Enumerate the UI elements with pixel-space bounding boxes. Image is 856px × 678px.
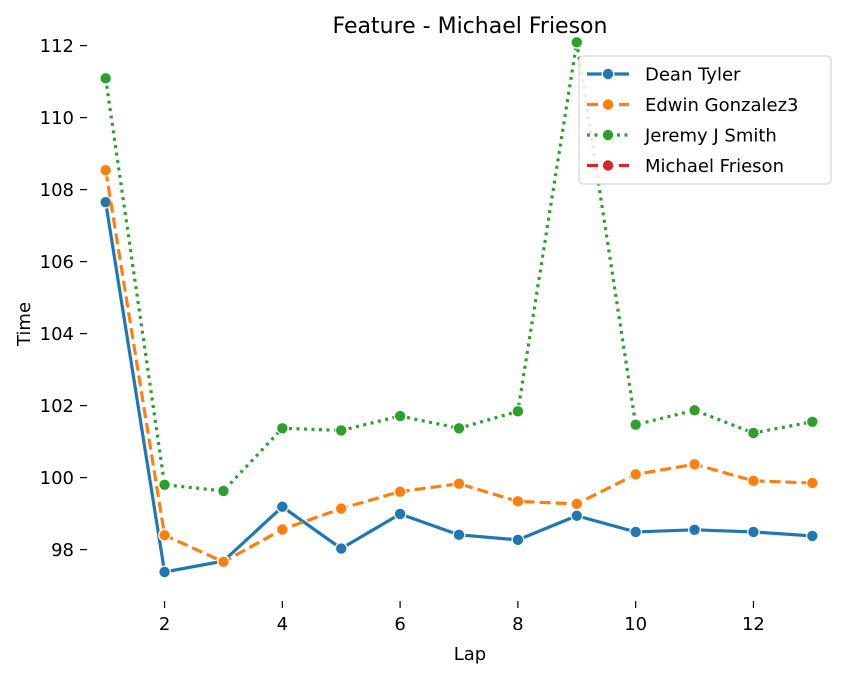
- x-tick-label: 12: [742, 614, 765, 635]
- data-point: [511, 533, 525, 547]
- data-point: [511, 494, 525, 508]
- data-point: [805, 415, 819, 429]
- y-tick-label: 112: [40, 36, 74, 57]
- series-edwin-gonzalez3: [99, 163, 819, 569]
- y-tick-label: 104: [40, 324, 74, 345]
- data-point: [570, 497, 584, 511]
- data-point: [217, 484, 230, 498]
- legend-label: Jeremy J Smith: [644, 126, 777, 147]
- data-point: [99, 71, 113, 85]
- y-tick-label: 98: [51, 540, 74, 561]
- data-point: [158, 528, 171, 542]
- y-tick-label: 110: [40, 108, 74, 129]
- data-point: [334, 542, 348, 555]
- data-point: [629, 418, 643, 432]
- series-dean-tyler: [99, 195, 819, 579]
- legend-marker: [601, 128, 615, 142]
- legend: Dean Tyler Edwin Gonzalez3 Jeremy J Smith M…: [578, 55, 832, 185]
- y-tick-label: 100: [40, 468, 74, 489]
- y-tick-label: 106: [40, 252, 74, 273]
- x-tick-label: 2: [159, 614, 170, 635]
- data-point: [452, 477, 466, 491]
- legend-label: Michael Frieson: [645, 156, 784, 177]
- data-point: [275, 523, 289, 536]
- data-point: [275, 421, 289, 435]
- data-point: [452, 528, 466, 542]
- x-tick-label: 4: [277, 614, 288, 635]
- data-point: [688, 457, 701, 471]
- data-point: [511, 404, 525, 418]
- legend-marker: [601, 159, 615, 172]
- x-tick-label: 10: [624, 614, 647, 635]
- data-point: [275, 500, 289, 514]
- data-point: [334, 424, 348, 437]
- data-point: [393, 485, 407, 499]
- data-point: [570, 35, 584, 49]
- data-point: [805, 529, 819, 543]
- y-tick-label: 108: [40, 180, 74, 201]
- data-point: [747, 426, 760, 440]
- y-axis-label: Time: [14, 302, 35, 347]
- y-tick-label: 102: [40, 396, 74, 417]
- series-line: [104, 169, 813, 564]
- data-point: [805, 476, 819, 490]
- data-point: [158, 565, 171, 579]
- plot-area: [99, 35, 819, 579]
- x-tick-label: 6: [394, 614, 405, 635]
- x-axis: 2 4 6 8 10 12: [159, 601, 765, 635]
- series-jeremy-j-smith: [99, 35, 819, 498]
- data-point: [629, 525, 643, 539]
- data-point: [158, 478, 171, 492]
- data-point: [688, 523, 701, 537]
- data-point: [99, 163, 113, 177]
- data-point: [570, 509, 584, 523]
- chart-title: Feature - Michael Frieson: [333, 14, 608, 39]
- legend-label: Edwin Gonzalez3: [645, 95, 798, 116]
- series-line: [104, 201, 813, 574]
- data-point: [334, 502, 348, 515]
- legend-box: [578, 55, 832, 185]
- data-point: [393, 507, 407, 521]
- data-point: [747, 474, 760, 488]
- legend-marker: [601, 67, 615, 81]
- legend-marker: [601, 98, 615, 111]
- y-axis: 98 100 102 104 106 108 110 112: [40, 36, 87, 561]
- data-point: [747, 525, 760, 539]
- data-point: [217, 555, 230, 569]
- data-point: [688, 403, 701, 417]
- data-point: [452, 421, 466, 435]
- data-point: [629, 467, 643, 481]
- data-point: [393, 409, 407, 423]
- legend-label: Dean Tyler: [645, 65, 741, 86]
- x-axis-label: Lap: [454, 644, 486, 665]
- x-tick-label: 8: [512, 614, 523, 635]
